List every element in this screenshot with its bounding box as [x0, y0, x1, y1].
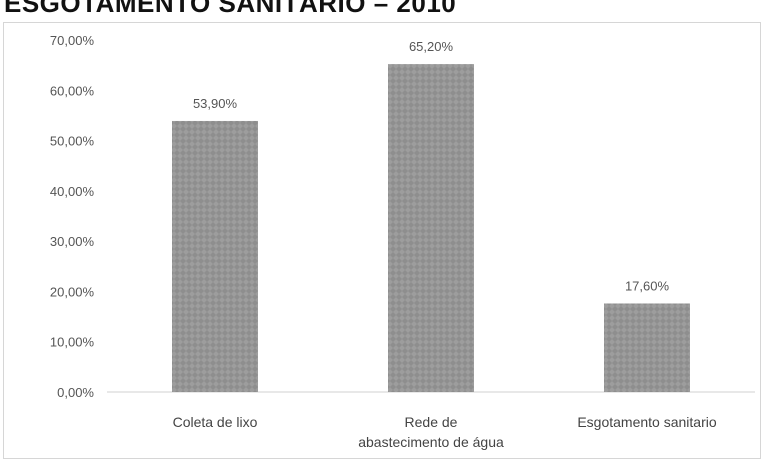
category-label: Rede de: [405, 414, 458, 430]
y-tick-label: 0,00%: [57, 385, 94, 400]
chart-title: ESGOTAMENTO SANITÁRIO – 2010: [4, 0, 457, 18]
y-tick-label: 10,00%: [50, 335, 95, 350]
category-label: Esgotamento sanitario: [577, 414, 717, 430]
bar: [388, 64, 474, 392]
bar: [172, 120, 258, 393]
data-label: 65,20%: [409, 39, 454, 54]
y-tick-label: 30,00%: [50, 234, 95, 249]
category-label: Coleta de lixo: [173, 414, 258, 430]
data-label: 53,90%: [193, 96, 238, 111]
data-label: 17,60%: [625, 278, 670, 293]
bar: [604, 303, 690, 392]
y-tick-label: 20,00%: [50, 284, 95, 299]
y-tick-label: 60,00%: [50, 83, 95, 98]
chart-frame: [3, 22, 761, 459]
y-tick-label: 40,00%: [50, 184, 95, 199]
y-tick-label: 70,00%: [50, 33, 95, 48]
category-label: abastecimento de água: [358, 434, 504, 450]
y-tick-label: 50,00%: [50, 134, 95, 149]
